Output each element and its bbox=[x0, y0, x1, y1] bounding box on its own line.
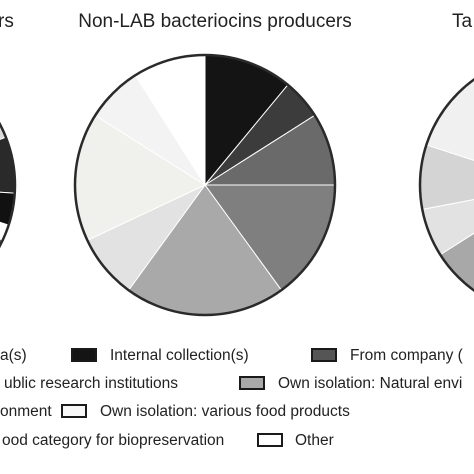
legend-label: Own isolation: various food products bbox=[100, 403, 350, 420]
legend-swatch bbox=[61, 404, 87, 418]
legend-label: onment bbox=[0, 403, 52, 420]
pie-outline bbox=[0, 121, 17, 249]
legend-swatch bbox=[71, 348, 97, 362]
legend-label: Own isolation: Natural envi bbox=[278, 375, 462, 392]
chart-title: Non-LAB bacteriocins producers bbox=[78, 11, 352, 32]
legend-label: From company ( bbox=[350, 347, 464, 364]
legend-label: ublic research institutions bbox=[4, 375, 178, 392]
chart-title: rs bbox=[0, 11, 14, 32]
legend-swatch bbox=[257, 433, 283, 447]
chart-title: Ta bbox=[452, 11, 473, 32]
legend-label: a(s) bbox=[0, 347, 27, 364]
legend-swatch bbox=[311, 348, 337, 362]
pie-outline bbox=[73, 53, 337, 317]
legend-swatch bbox=[239, 376, 265, 390]
pie-outline bbox=[418, 78, 474, 292]
legend-label: Other bbox=[295, 432, 334, 449]
legend-label: Internal collection(s) bbox=[110, 347, 249, 364]
legend-label: ood category for biopreservation bbox=[2, 432, 224, 449]
